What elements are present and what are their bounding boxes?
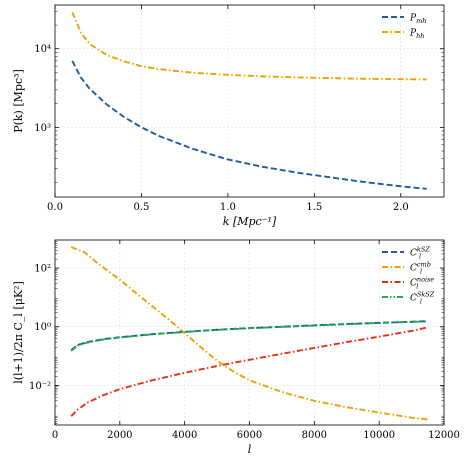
y-minor-ticks xyxy=(55,10,444,183)
series-group xyxy=(71,12,427,190)
y-minor-ticks xyxy=(55,241,444,424)
legend-label: Phh xyxy=(409,29,424,41)
legend-label: CSkSZ l xyxy=(410,291,435,306)
y-tick-label: 10⁴ xyxy=(34,44,51,55)
series-line-1 xyxy=(71,12,427,81)
series-line-0 xyxy=(71,60,427,190)
x-tick-label: 0 xyxy=(52,430,58,441)
y-tick-label: 10² xyxy=(34,264,51,275)
x-axis-label: k [Mpc⁻¹] xyxy=(223,215,277,228)
x-tick-label: 10000 xyxy=(363,430,395,441)
y-tick-label: 10³ xyxy=(34,123,51,134)
x-tick-label: 1.0 xyxy=(220,202,236,213)
legend-label: Ccmb l xyxy=(410,261,431,276)
series-line-1 xyxy=(70,246,428,421)
series-line-3 xyxy=(70,320,428,352)
x-axis-label: l xyxy=(248,443,252,456)
series-group xyxy=(70,246,428,421)
x-tick-label: 0.5 xyxy=(133,202,149,213)
plot-frame xyxy=(54,239,445,426)
legend-label: CkSZ l xyxy=(410,246,430,261)
x-tick-label: 4000 xyxy=(172,430,197,441)
y-tick-label: 10⁰ xyxy=(34,322,51,333)
x-tick-label: 1.5 xyxy=(306,202,322,213)
y-tick-label: 10⁻² xyxy=(29,381,51,392)
top-panel: 0.0 0.5 1.0 1.5 2.0 10³ 10⁴ k [Mpc⁻¹] P(k) [Mpc³… xyxy=(12,4,445,228)
legend-label: Pmh xyxy=(409,14,426,26)
x-tick-label: 2000 xyxy=(107,430,132,441)
bottom-panel: 0 2000 4000 6000 8000 10000 12000 10⁻² 10⁰ 10² l l(… xyxy=(12,239,460,456)
legend-label: Cnoise l xyxy=(410,276,434,291)
x-tick-label: 0.0 xyxy=(47,202,63,213)
y-axis-label: P(k) [Mpc³] xyxy=(12,69,25,133)
series-line-2 xyxy=(70,326,428,417)
y-axis-label: l(l+1)/2π C_l [μK²] xyxy=(12,281,25,384)
x-tick-label: 8000 xyxy=(302,430,327,441)
legend: Pmh Phh xyxy=(382,14,426,41)
plot-frame xyxy=(54,4,445,198)
x-tick-label: 2.0 xyxy=(393,202,409,213)
x-tick-label: 12000 xyxy=(428,430,460,441)
x-tick-label: 6000 xyxy=(237,430,262,441)
